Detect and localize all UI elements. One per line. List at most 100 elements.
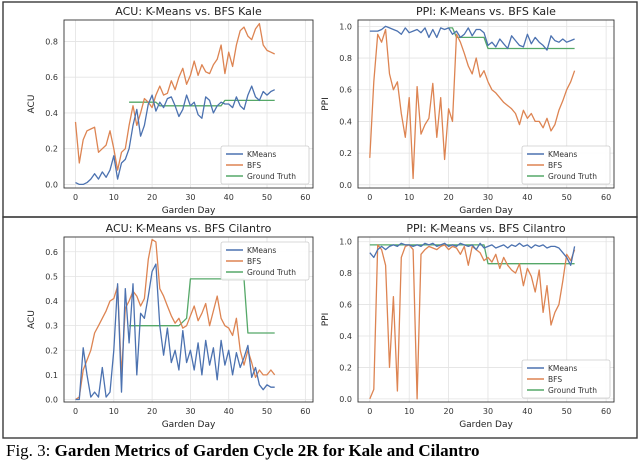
chart-panel-3: 0 10 20 30 40 50 60 0.0 0.1 0.2 0.3 0.4 0.5 0.6 ACU: K… — [27, 222, 314, 430]
x-tick-label: 0 — [73, 193, 78, 202]
legend-box — [521, 359, 611, 399]
x-tick-label: 40 — [224, 407, 234, 416]
series-line-bfs — [369, 244, 576, 400]
x-tick-label: 20 — [443, 407, 453, 416]
y-tick-label: 0.6 — [45, 248, 58, 257]
x-tick-label: 10 — [404, 193, 414, 202]
y-tick-label: 0.3 — [45, 322, 58, 331]
y-axis-label: ACU — [27, 310, 37, 329]
legend-box — [220, 145, 310, 185]
x-axis-label: Garden Day — [162, 420, 216, 430]
chart-title: PPI: K-Means vs. BFS Kale — [416, 5, 556, 18]
y-tick-label: 0.2 — [339, 363, 352, 372]
y-tick-label: 0.6 — [339, 301, 352, 310]
legend-label: KMeans — [247, 150, 276, 159]
x-tick-label: 0 — [367, 193, 372, 202]
caption-prefix: Fig. 3: — [6, 441, 51, 460]
y-tick-label: 0.1 — [45, 371, 58, 380]
x-tick-label: 0 — [367, 407, 372, 416]
x-tick-label: 60 — [601, 407, 611, 416]
x-axis-label: Garden Day — [162, 206, 216, 216]
series-line-kmeans — [369, 25, 575, 51]
figure-caption: Fig. 3: Garden Metrics of Garden Cycle 2… — [6, 441, 640, 466]
legend-label: KMeans — [247, 246, 276, 255]
legend-label: KMeans — [548, 150, 577, 159]
y-axis-label: ACU — [27, 95, 37, 114]
y-tick-label: 0.4 — [45, 109, 58, 118]
legend-label: BFS — [247, 161, 261, 170]
axes-frame — [357, 19, 615, 189]
x-tick-label: 20 — [147, 193, 157, 202]
x-tick-label: 60 — [601, 193, 611, 202]
legend: KMeans BFS Ground Truth — [521, 359, 611, 399]
y-tick-label: 0.0 — [339, 395, 352, 404]
x-tick-label: 40 — [522, 193, 532, 202]
y-tick-label: 0.4 — [339, 117, 352, 126]
x-tick-label: 30 — [483, 407, 493, 416]
series-line-bfs — [369, 28, 576, 180]
legend-label: Ground Truth — [548, 172, 597, 181]
legend-label: BFS — [247, 257, 261, 266]
x-tick-label: 50 — [262, 407, 272, 416]
x-tick-label: 20 — [443, 193, 453, 202]
y-tick-label: 1.0 — [339, 22, 352, 31]
series-line-kmeans — [369, 242, 576, 266]
caption-text: Garden Metrics of Garden Cycle 2R for Ka… — [54, 441, 480, 460]
y-tick-label: 0.0 — [339, 181, 352, 190]
y-tick-label: 0.0 — [45, 180, 58, 189]
axes-frame — [63, 236, 314, 403]
series-line-bfs — [75, 238, 276, 401]
series-line-ground-truth — [448, 27, 575, 50]
x-tick-label: 10 — [109, 407, 119, 416]
y-axis-label: PPI — [321, 313, 331, 327]
x-tick-label: 40 — [522, 407, 532, 416]
y-axis-label: PPI — [321, 97, 331, 111]
axes-frame — [63, 19, 314, 189]
legend-label: KMeans — [548, 364, 577, 373]
legend: KMeans BFS Ground Truth — [220, 145, 310, 185]
chart-title: ACU: K-Means vs. BFS Cilantro — [106, 222, 272, 235]
bottom-frame — [2, 216, 638, 439]
y-tick-label: 0.5 — [45, 272, 58, 281]
series-line-bfs — [74, 22, 275, 171]
legend-box — [220, 241, 310, 281]
x-tick-label: 20 — [147, 407, 157, 416]
legend-label: Ground Truth — [247, 268, 296, 277]
x-tick-label: 60 — [300, 193, 310, 202]
y-tick-label: 0.2 — [45, 346, 58, 355]
y-tick-label: 0.8 — [339, 54, 352, 63]
x-tick-label: 50 — [562, 193, 572, 202]
series-line-ground-truth — [129, 99, 275, 107]
legend: KMeans BFS Ground Truth — [220, 241, 310, 281]
y-tick-label: 0.8 — [45, 37, 58, 46]
x-tick-label: 30 — [483, 193, 493, 202]
axes-frame — [357, 236, 615, 403]
x-tick-label: 10 — [404, 407, 414, 416]
y-tick-label: 0.0 — [45, 396, 58, 405]
x-tick-label: 60 — [300, 407, 310, 416]
legend-label: BFS — [548, 161, 562, 170]
x-tick-label: 30 — [185, 193, 195, 202]
x-tick-label: 30 — [185, 407, 195, 416]
legend: KMeans BFS Ground Truth — [521, 145, 611, 185]
chart-panel-2: 0 10 20 30 40 50 60 0.0 0.2 0.4 0.6 0.8 1.0 PPI: K-Me… — [321, 5, 615, 216]
x-axis-label: Garden Day — [459, 206, 513, 216]
chart-panel-1: 0 10 20 30 40 50 60 0.0 0.2 0.4 0.6 0.8 ACU: K-Means… — [27, 5, 314, 216]
series-line-kmeans — [75, 85, 275, 186]
y-tick-label: 0.2 — [339, 149, 352, 158]
legend-label: Ground Truth — [247, 172, 296, 181]
y-tick-label: 0.2 — [45, 145, 58, 154]
legend-label: Ground Truth — [548, 386, 597, 395]
chart-title: PPI: K-Means vs. BFS Cilantro — [406, 222, 565, 235]
y-tick-label: 0.6 — [339, 86, 352, 95]
series-line-ground-truth — [129, 278, 275, 334]
y-tick-label: 0.4 — [339, 332, 352, 341]
legend-box — [521, 145, 611, 185]
x-tick-label: 40 — [224, 193, 234, 202]
x-tick-label: 10 — [109, 193, 119, 202]
x-tick-label: 50 — [262, 193, 272, 202]
chart-title: ACU: K-Means vs. BFS Kale — [115, 5, 262, 18]
y-tick-label: 0.8 — [339, 269, 352, 278]
series-line-kmeans — [75, 263, 275, 401]
